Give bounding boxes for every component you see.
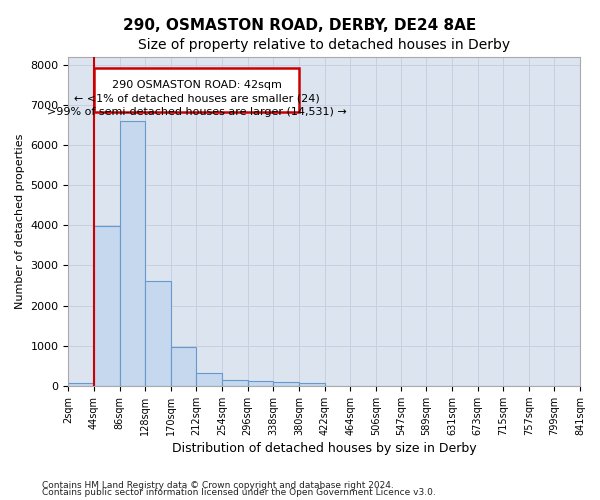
Bar — [248, 381, 273, 386]
Y-axis label: Number of detached properties: Number of detached properties — [15, 134, 25, 309]
FancyBboxPatch shape — [94, 68, 299, 112]
Bar — [273, 382, 299, 386]
Bar — [145, 280, 171, 386]
Bar — [299, 382, 325, 386]
Text: Contains public sector information licensed under the Open Government Licence v3: Contains public sector information licen… — [42, 488, 436, 497]
Bar — [94, 226, 119, 386]
Text: 290 OSMASTON ROAD: 42sqm: 290 OSMASTON ROAD: 42sqm — [112, 80, 281, 90]
Bar — [196, 372, 222, 386]
Title: Size of property relative to detached houses in Derby: Size of property relative to detached ho… — [138, 38, 510, 52]
X-axis label: Distribution of detached houses by size in Derby: Distribution of detached houses by size … — [172, 442, 476, 455]
Bar — [68, 382, 94, 386]
Text: ← <1% of detached houses are smaller (24): ← <1% of detached houses are smaller (24… — [74, 94, 319, 104]
Bar — [222, 380, 248, 386]
Text: Contains HM Land Registry data © Crown copyright and database right 2024.: Contains HM Land Registry data © Crown c… — [42, 480, 394, 490]
Bar — [171, 348, 196, 386]
Bar — [119, 121, 145, 386]
Text: 290, OSMASTON ROAD, DERBY, DE24 8AE: 290, OSMASTON ROAD, DERBY, DE24 8AE — [124, 18, 476, 32]
Text: >99% of semi-detached houses are larger (14,531) →: >99% of semi-detached houses are larger … — [47, 108, 346, 118]
